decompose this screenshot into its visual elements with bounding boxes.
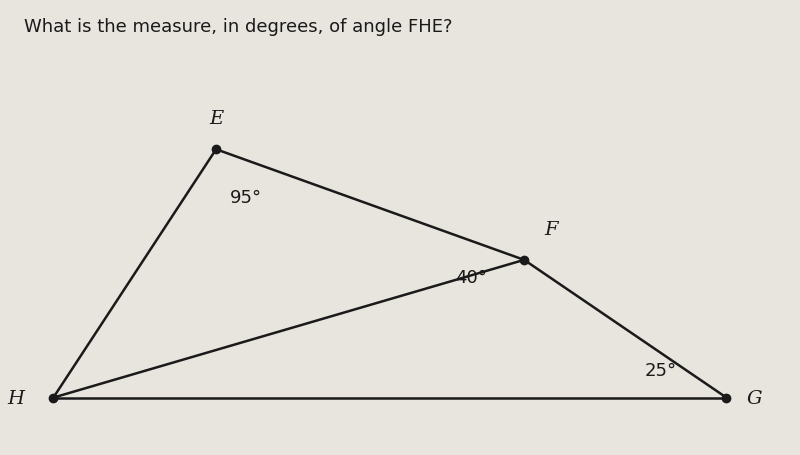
Text: E: E <box>209 110 223 128</box>
Text: 95°: 95° <box>230 188 262 206</box>
Text: H: H <box>7 389 24 407</box>
Text: What is the measure, in degrees, of angle FHE?: What is the measure, in degrees, of angl… <box>24 18 453 36</box>
Text: G: G <box>746 389 762 407</box>
Text: 40°: 40° <box>455 268 486 286</box>
Text: 25°: 25° <box>644 362 676 379</box>
Text: F: F <box>544 220 558 238</box>
